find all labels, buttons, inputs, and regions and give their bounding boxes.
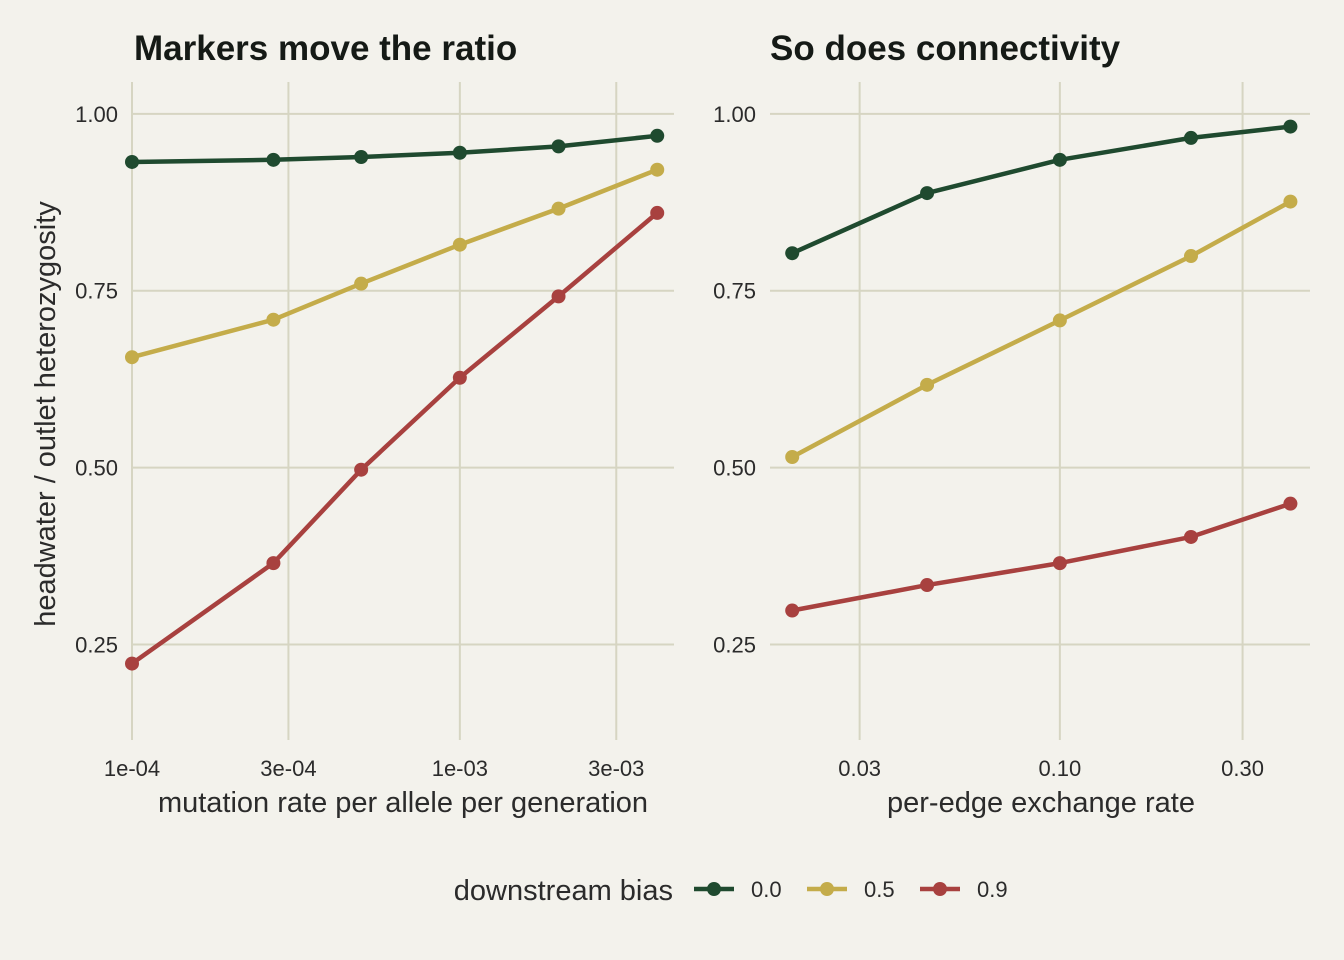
legend-title: downstream bias [454, 875, 673, 907]
right-panel-series [785, 119, 1298, 618]
left-data-point [266, 312, 281, 327]
legend-item-0.9: 0.9 [920, 877, 1008, 902]
right-data-point [1183, 529, 1198, 544]
left-panel-series [125, 128, 665, 671]
right-data-point [1052, 556, 1067, 571]
legend-item-0.0: 0.0 [694, 877, 782, 902]
right-data-point [920, 186, 935, 201]
legend-key-point [933, 882, 947, 896]
legend-key-point [707, 882, 721, 896]
left-data-point [452, 370, 467, 385]
left-data-point [650, 162, 665, 177]
left-x-tick-label: 3e-03 [588, 756, 644, 781]
right-data-point [1052, 152, 1067, 167]
left-data-point [266, 152, 281, 167]
left-data-point [354, 462, 369, 477]
left-data-point [551, 289, 566, 304]
left-x-tick-label: 3e-04 [260, 756, 316, 781]
legend-item-label: 0.0 [751, 877, 782, 902]
legend-item-label: 0.5 [864, 877, 895, 902]
right-series-0.9 [785, 496, 1298, 618]
left-data-point [125, 350, 139, 365]
right-panel-ticks: 0.25 0.50 0.75 1.00 0.03 0.10 0.30 [713, 102, 1264, 781]
right-series-0.0 [785, 119, 1298, 261]
left-x-tick-label: 1e-04 [104, 756, 160, 781]
right-panel-title: So does connectivity [770, 29, 1121, 68]
left-series-0.5 [125, 162, 665, 365]
left-data-point [650, 205, 665, 220]
left-y-tick-label: 1.00 [75, 102, 118, 127]
right-x-tick-label: 0.30 [1221, 756, 1264, 781]
left-data-point [551, 201, 566, 216]
right-data-point [785, 449, 800, 464]
right-data-point [785, 246, 800, 261]
left-series-0.9 [125, 205, 665, 671]
legend-key-point [820, 882, 834, 896]
left-data-point [452, 237, 467, 252]
legend: downstream bias 0.0 0.5 0.9 [454, 875, 1008, 907]
left-x-tick-label: 1e-03 [432, 756, 488, 781]
right-data-point [1183, 130, 1198, 145]
right-panel: So does connectivity 0.25 0.50 0.75 1.00 0.0… [713, 29, 1310, 819]
right-panel-grid [770, 82, 1310, 740]
left-data-point [650, 128, 665, 143]
left-data-point [266, 556, 281, 571]
left-x-axis-label: mutation rate per allele per generation [158, 787, 648, 819]
left-series-line [129, 133, 660, 165]
y-axis-label: headwater / outlet heterozygosity [30, 201, 62, 627]
legend-item-label: 0.9 [977, 877, 1008, 902]
left-panel-grid [131, 82, 674, 740]
right-data-point [920, 578, 935, 593]
right-x-axis-label: per-edge exchange rate [887, 787, 1195, 819]
left-panel: Markers move the ratio 0.25 0.50 0.75 1.00 1… [30, 29, 674, 819]
right-data-point [1283, 496, 1298, 511]
left-panel-ticks: 0.25 0.50 0.75 1.00 1e-04 3e-04 1e-03 3e-03 [75, 102, 644, 781]
right-data-point [1283, 119, 1298, 134]
right-data-point [1183, 249, 1198, 264]
left-y-tick-label: 0.50 [75, 456, 118, 481]
right-y-tick-label: 1.00 [713, 102, 756, 127]
right-data-point [785, 603, 800, 618]
left-series-line [129, 167, 660, 360]
right-y-tick-label: 0.25 [713, 632, 756, 657]
legend-items: 0.0 0.5 0.9 [694, 877, 1008, 902]
left-data-point [125, 154, 139, 169]
left-series-0.0 [125, 128, 665, 169]
right-y-tick-label: 0.50 [713, 456, 756, 481]
right-y-tick-label: 0.75 [713, 279, 756, 304]
right-series-line [789, 199, 1293, 460]
right-data-point [1283, 194, 1298, 209]
right-data-point [1052, 313, 1067, 328]
left-data-point [551, 139, 566, 154]
right-data-point [920, 377, 935, 392]
right-series-0.5 [785, 194, 1298, 464]
right-series-line [789, 501, 1293, 613]
left-data-point [452, 145, 467, 160]
left-data-point [354, 149, 369, 164]
left-panel-title: Markers move the ratio [134, 29, 517, 68]
right-x-tick-label: 0.10 [1038, 756, 1081, 781]
right-x-tick-label: 0.03 [838, 756, 881, 781]
left-data-point [125, 656, 139, 671]
left-series-line [129, 210, 660, 666]
legend-item-0.5: 0.5 [807, 877, 895, 902]
left-data-point [354, 276, 369, 291]
right-series-line [789, 124, 1293, 256]
left-y-tick-label: 0.25 [75, 632, 118, 657]
left-y-tick-label: 0.75 [75, 279, 118, 304]
